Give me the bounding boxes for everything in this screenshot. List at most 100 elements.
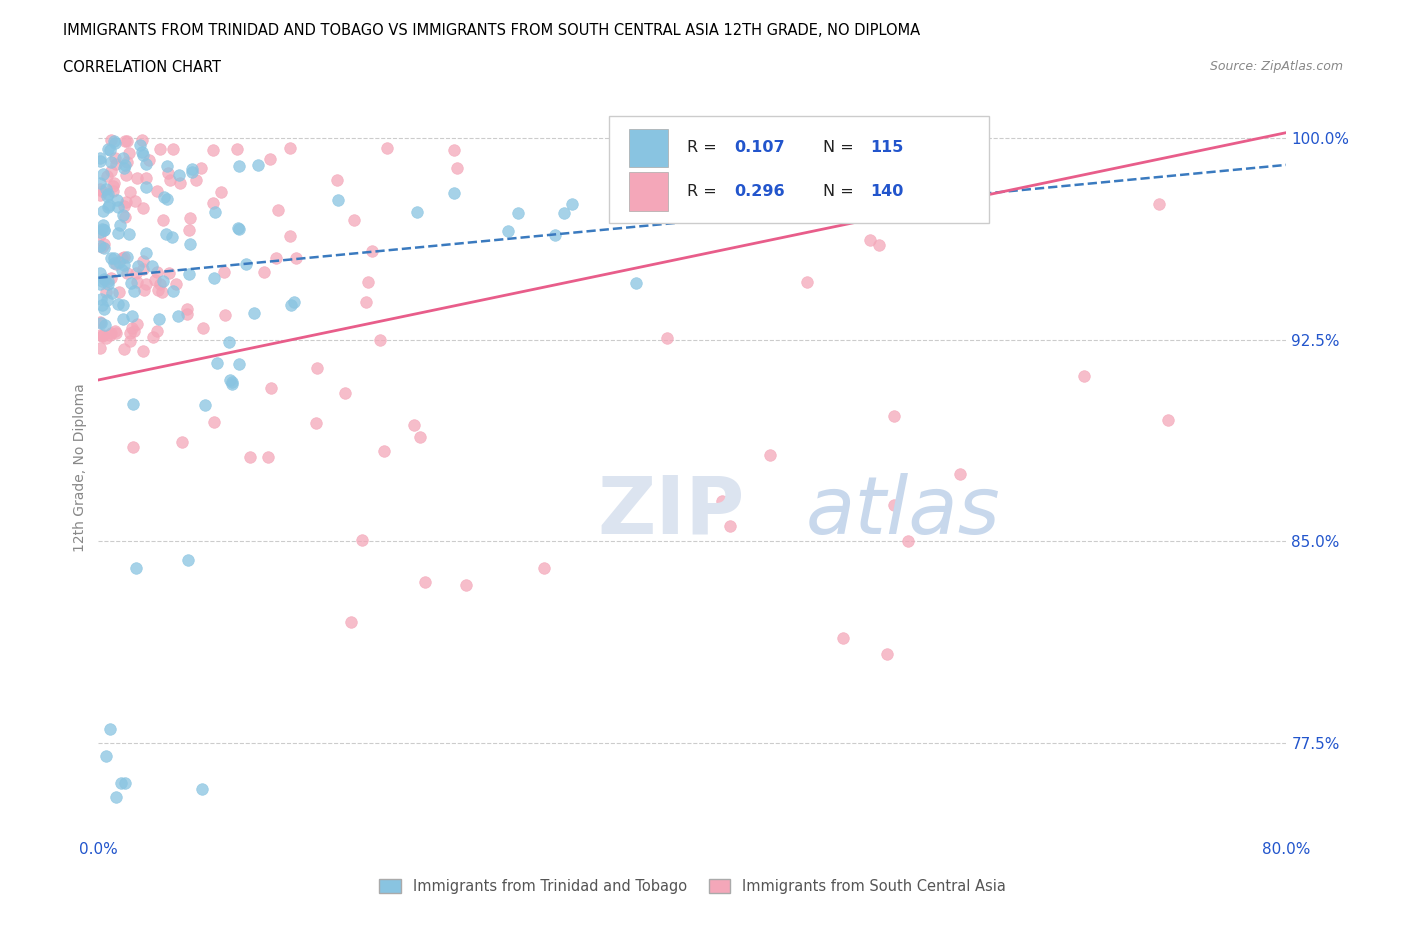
Point [124, 561, 146, 576]
Point [260, 381, 283, 396]
Point [235, 257, 257, 272]
Point [112, 161, 135, 176]
Point [221, 375, 243, 390]
Point [111, 262, 134, 277]
Point [132, 343, 155, 358]
Point [202, 415, 225, 430]
Point [114, 210, 136, 225]
Point [112, 258, 135, 272]
Point [253, 265, 276, 280]
Point [243, 306, 266, 321]
Point [533, 561, 555, 576]
Point [201, 142, 224, 157]
Point [105, 790, 128, 804]
Point [832, 631, 855, 645]
Point [108, 255, 131, 270]
Point [93, 272, 115, 286]
Point [228, 356, 250, 371]
Point [96, 293, 118, 308]
Point [402, 418, 425, 432]
Point [179, 236, 201, 251]
Y-axis label: 12th Grade, No Diploma: 12th Grade, No Diploma [73, 383, 87, 551]
Point [93, 301, 115, 316]
Point [212, 265, 235, 280]
Point [561, 197, 583, 212]
Point [135, 246, 157, 260]
Point [91, 239, 114, 254]
Point [93, 237, 115, 252]
Point [191, 781, 214, 796]
Point [218, 372, 240, 387]
Point [112, 249, 135, 264]
Point [111, 151, 134, 166]
Legend: Immigrants from Trinidad and Tobago, Immigrants from South Central Asia: Immigrants from Trinidad and Tobago, Imm… [373, 873, 1012, 900]
Point [176, 302, 198, 317]
Point [176, 307, 198, 322]
Point [169, 176, 191, 191]
Point [121, 308, 143, 323]
Point [108, 285, 131, 299]
Text: 0.107: 0.107 [734, 140, 785, 155]
Point [97, 277, 120, 292]
Point [103, 176, 125, 191]
Point [170, 435, 193, 450]
Point [93, 222, 115, 237]
Point [112, 341, 135, 356]
Point [128, 138, 150, 153]
Point [146, 184, 169, 199]
Point [120, 333, 142, 348]
Point [89, 340, 111, 355]
Point [135, 171, 157, 186]
Text: 115: 115 [870, 140, 904, 155]
Point [142, 330, 165, 345]
Point [214, 308, 236, 323]
Point [153, 190, 176, 205]
Point [120, 326, 142, 340]
Point [98, 327, 121, 342]
Point [114, 134, 136, 149]
Point [122, 324, 145, 339]
Point [949, 467, 972, 482]
Point [157, 266, 180, 281]
Point [114, 167, 136, 182]
Point [115, 133, 138, 148]
Point [90, 328, 112, 343]
Point [204, 205, 226, 219]
Point [132, 283, 155, 298]
Point [876, 646, 898, 661]
Point [361, 244, 384, 259]
Point [267, 203, 290, 218]
Point [89, 182, 111, 197]
Point [1156, 413, 1178, 428]
Point [101, 183, 124, 198]
Text: ZIP: ZIP [598, 472, 745, 551]
Point [108, 218, 131, 232]
Point [177, 266, 200, 281]
Text: 140: 140 [870, 184, 904, 199]
Point [122, 439, 145, 454]
Point [121, 397, 143, 412]
Point [90, 273, 112, 288]
Point [89, 153, 111, 168]
Point [131, 133, 153, 148]
Point [247, 158, 270, 173]
Point [156, 158, 179, 173]
Point [406, 205, 429, 219]
Point [162, 141, 184, 156]
Point [104, 136, 127, 151]
Point [97, 197, 120, 212]
Bar [630, 172, 668, 211]
Point [167, 309, 190, 324]
Point [97, 141, 120, 156]
Point [100, 250, 122, 265]
Point [121, 321, 143, 336]
Point [211, 184, 233, 199]
Point [155, 227, 177, 242]
Point [93, 327, 115, 342]
Text: N =: N = [823, 140, 859, 155]
Point [103, 250, 125, 265]
Point [89, 176, 111, 191]
Point [278, 140, 301, 155]
Point [104, 326, 127, 341]
Point [226, 221, 249, 236]
